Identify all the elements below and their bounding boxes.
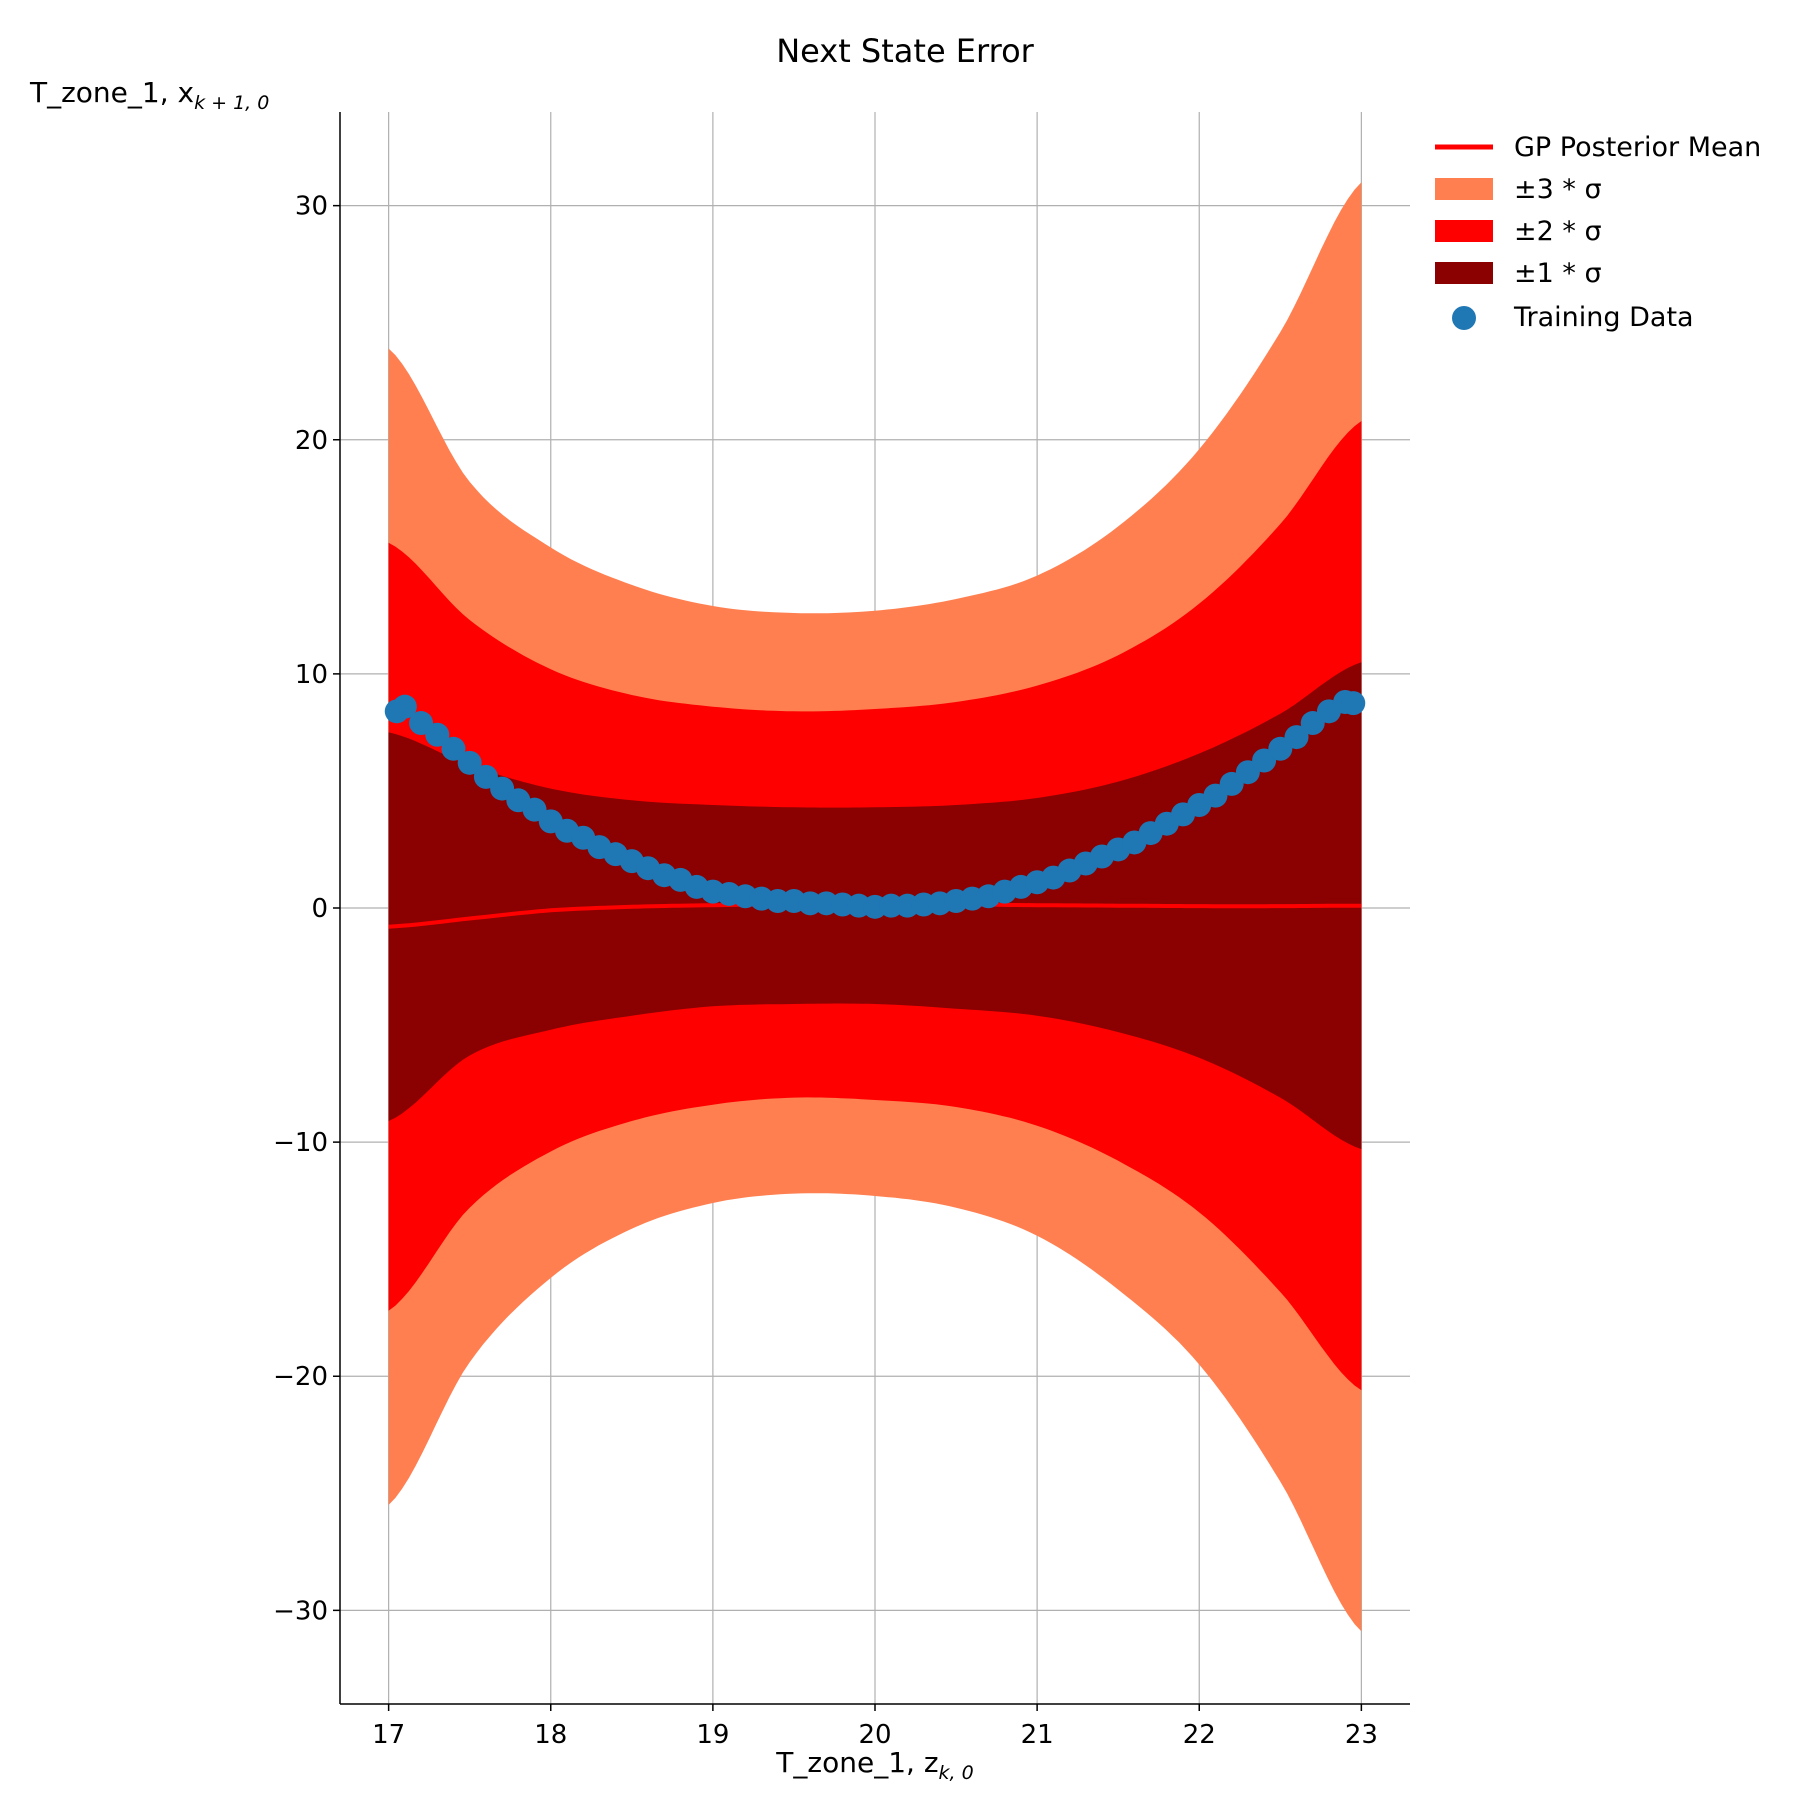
training-data-point <box>425 722 450 747</box>
x-axis-label-subscript: k, 0 <box>939 1762 974 1784</box>
x-axis-label: T_zone_1, zk, 0 <box>775 1746 973 1784</box>
y-tick-label: 0 <box>311 894 328 924</box>
training-data-series <box>384 689 1366 919</box>
x-tick-label: 22 <box>1183 1720 1216 1750</box>
training-data-point <box>441 736 466 761</box>
x-tick-label: 20 <box>858 1720 891 1750</box>
legend-band1-swatch <box>1435 262 1493 284</box>
x-tick-label: 21 <box>1021 1720 1054 1750</box>
y-tick-label: −10 <box>273 1128 328 1158</box>
y-axis-label: T_zone_1, xk + 1, 0 <box>29 76 269 114</box>
legend-band2-swatch <box>1435 220 1493 242</box>
x-tick-label: 23 <box>1345 1720 1378 1750</box>
y-tick-label: 10 <box>295 660 328 690</box>
y-tick-label: 20 <box>295 426 328 456</box>
y-axis-label-text: T_zone_1, x <box>29 76 194 109</box>
x-tick-label: 18 <box>534 1720 567 1750</box>
y-tick-label: 30 <box>295 192 328 222</box>
legend: GP Posterior Mean ±3 * σ ±2 * σ ±1 * σ T… <box>1435 132 1761 333</box>
legend-band3-swatch <box>1435 178 1493 200</box>
y-tick-label: −30 <box>273 1596 328 1626</box>
training-data-point <box>1284 725 1309 750</box>
chart-title: Next State Error <box>776 32 1034 70</box>
legend-training-marker <box>1452 306 1476 330</box>
training-data-point <box>392 694 417 719</box>
y-axis-label-subscript: k + 1, 0 <box>194 92 269 114</box>
legend-band3-label: ±3 * σ <box>1514 174 1602 205</box>
training-data-point <box>457 750 482 775</box>
axis-ticks: 17 18 19 20 21 22 23 30 20 10 0 −10 −20 −30 <box>273 192 1378 1750</box>
legend-mean-label: GP Posterior Mean <box>1514 132 1761 163</box>
training-data-point <box>1341 691 1366 716</box>
y-tick-label: −20 <box>273 1362 328 1392</box>
x-tick-label: 19 <box>696 1720 729 1750</box>
legend-band2-label: ±2 * σ <box>1514 216 1602 247</box>
x-axis-label-text: T_zone_1, z <box>775 1746 938 1779</box>
legend-training-label: Training Data <box>1513 302 1694 333</box>
legend-band1-label: ±1 * σ <box>1514 258 1602 289</box>
x-tick-label: 17 <box>372 1720 405 1750</box>
